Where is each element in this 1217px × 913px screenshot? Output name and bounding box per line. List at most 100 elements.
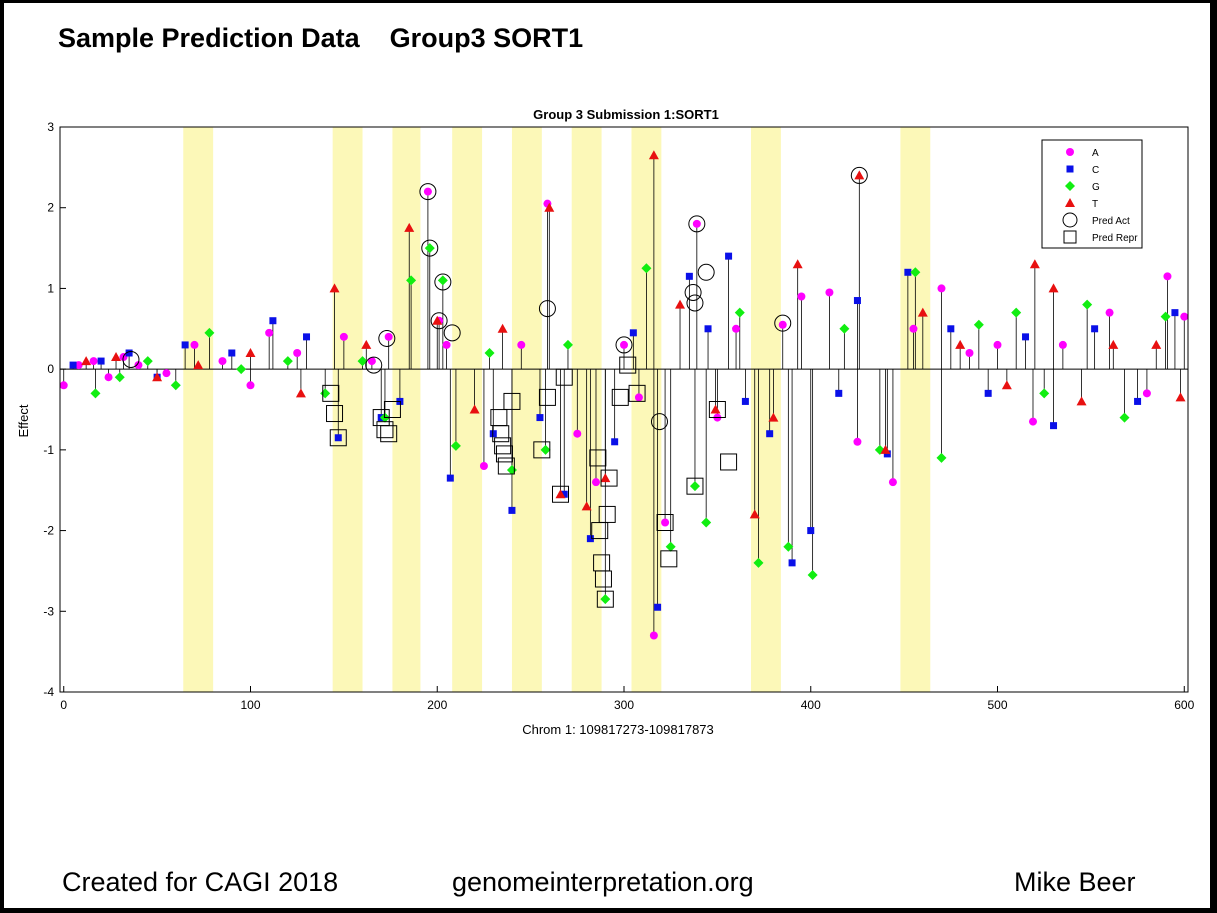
footer-website: genomeinterpretation.org [452,867,754,897]
data-point-c [228,349,236,357]
data-point-c [334,434,342,442]
data-point-g [689,481,700,492]
data-point-c [446,474,454,482]
data-point-t [1048,283,1059,293]
data-point-a [965,349,974,357]
data-point-c [560,490,568,498]
data-point-g [437,275,448,286]
data-point-c [97,357,105,365]
legend-marker [1063,230,1077,244]
data-point-c [69,361,77,369]
data-point-g [807,569,818,580]
data-point-t [648,150,659,160]
pred-repr-marker [497,457,515,475]
data-point-c [766,430,774,438]
data-point-a [778,320,787,329]
pred-repr-marker [383,401,401,418]
data-point-a [89,357,98,366]
data-point-a [937,284,946,293]
data-point-g [665,541,676,552]
data-point-g [357,356,368,367]
x-tick-label: 500 [987,698,1007,712]
pred-repr-marker [594,570,612,588]
data-point-g [910,267,921,278]
data-point-t [792,259,803,269]
data-point-c [853,297,861,305]
data-point-g [562,339,573,350]
legend-marker [1062,212,1078,228]
data-point-a [573,429,582,438]
data-point-t [1108,339,1119,349]
pred-act-marker [615,336,633,354]
data-point-t [581,501,592,511]
pred-repr-marker [598,505,616,523]
data-point-t [917,307,928,317]
data-point-t [404,222,415,232]
data-point-t [329,283,340,293]
data-point-a [1142,389,1151,398]
data-point-a [74,361,83,370]
y-tick-label: -4 [43,685,54,699]
data-point-c [508,506,516,514]
data-point-a [517,340,526,349]
data-point-a [1028,417,1037,426]
x-tick-label: 100 [240,698,260,712]
data-point-a [265,328,274,337]
data-point-g [641,263,652,274]
data-point-g [204,327,215,338]
highlight-band [750,127,781,692]
legend-label: C [1092,165,1099,176]
pred-act-marker [774,314,792,332]
legend-marker [1065,198,1075,207]
data-point-g [114,372,125,383]
data-point-c [741,397,749,405]
data-point-g [320,388,331,399]
data-point-t [432,315,443,325]
pred-repr-marker [495,445,513,463]
data-point-a [367,357,376,366]
pred-act-marker [122,350,140,368]
pred-repr-marker [600,469,618,487]
data-point-c [1134,397,1142,405]
data-point-g [839,323,850,334]
data-point-g [1039,388,1050,399]
data-point-c [904,268,912,276]
data-point-a [661,518,670,527]
y-tick-label: -2 [43,524,54,538]
data-point-g [783,541,794,552]
data-point-t [295,388,306,398]
x-tick-label: 600 [1174,698,1194,712]
data-point-g [1119,412,1130,423]
data-point-g [701,517,712,528]
data-point-c [947,325,955,333]
pred-repr-marker [660,550,678,568]
data-point-a [1105,308,1114,317]
data-point-g [936,452,947,463]
data-point-t [245,348,256,357]
data-point-c [269,317,277,325]
data-point-a [1163,272,1172,281]
pred-repr-marker [555,368,573,386]
pred-repr-marker [708,401,726,418]
pred-repr-marker [552,485,570,503]
data-point-c [629,329,637,337]
data-point-a [384,332,393,341]
chart-title: Group 3 Submission 1:SORT1 [533,107,719,122]
pred-act-marker [378,329,396,347]
data-point-c [725,252,733,260]
data-point-t [1175,392,1186,402]
pred-repr-marker [628,384,646,402]
plot-frame [59,126,1189,693]
legend-marker [1066,165,1074,173]
pred-act-marker [419,183,437,201]
data-point-a [246,381,255,390]
pred-repr-marker [686,477,704,495]
data-point-g [753,557,764,568]
pred-repr-marker [611,388,629,406]
pred-act-marker [443,324,461,342]
highlight-band [900,127,931,692]
highlight-bands [183,127,931,692]
legend-label: A [1092,148,1099,159]
data-point-t [1151,339,1162,349]
